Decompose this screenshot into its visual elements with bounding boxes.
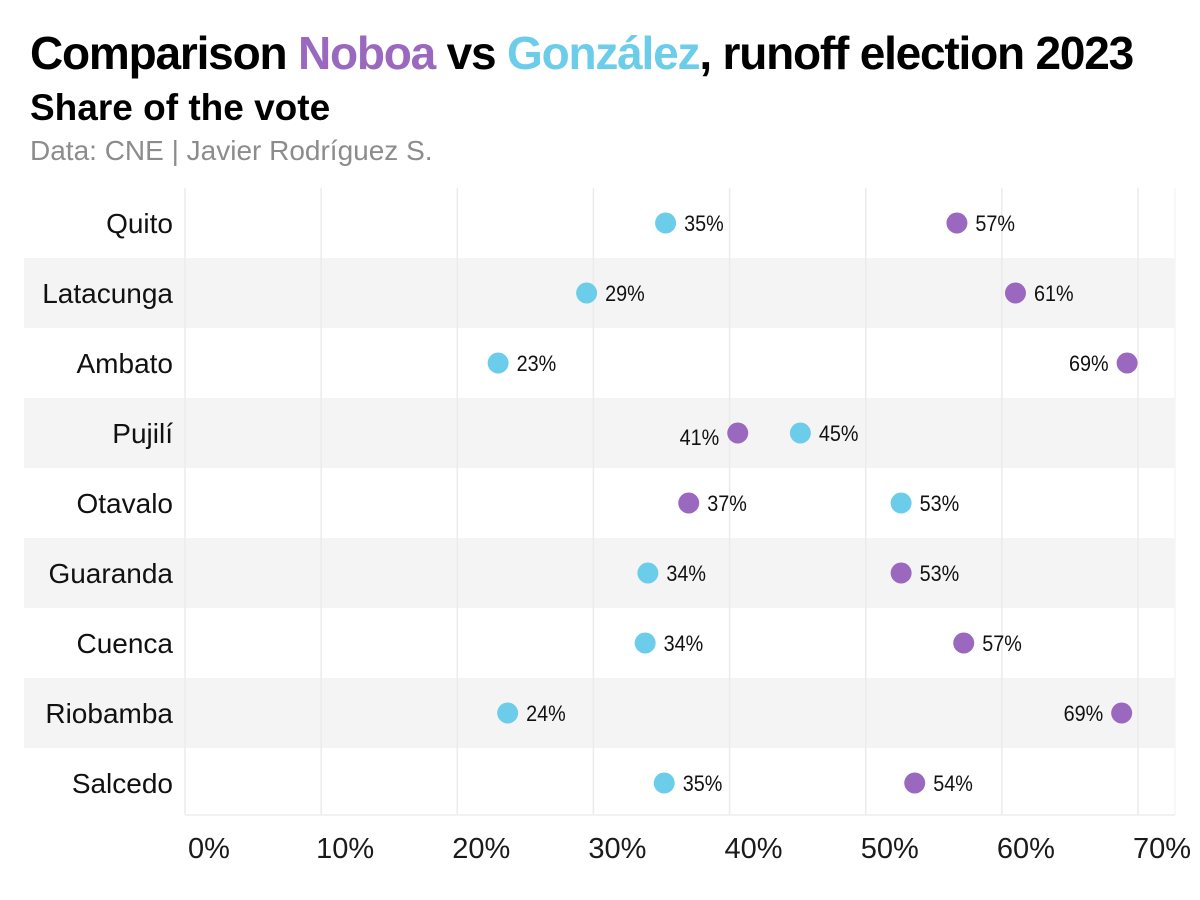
dot-noboa bbox=[678, 492, 700, 514]
data-label-noboa: 53% bbox=[920, 562, 960, 586]
x-tick-label: 70% bbox=[1133, 833, 1191, 865]
dot-gonzalez bbox=[497, 702, 519, 724]
row-label: Latacunga bbox=[42, 278, 173, 309]
title-prefix: Comparison bbox=[30, 27, 298, 79]
data-label-noboa: 57% bbox=[982, 632, 1022, 656]
dot-gonzalez bbox=[655, 212, 677, 234]
data-label-gonzalez: 34% bbox=[666, 562, 706, 586]
row-band bbox=[24, 258, 1175, 328]
data-label-gonzalez: 35% bbox=[684, 212, 724, 236]
dot-gonzalez bbox=[789, 422, 811, 444]
row-label: Salcedo bbox=[72, 768, 173, 799]
title-noboa: Noboa bbox=[297, 27, 436, 79]
row-band bbox=[24, 538, 1175, 608]
row-band bbox=[24, 398, 1175, 468]
title-suffix: , runoff election 2023 bbox=[699, 27, 1134, 79]
x-tick-label: 10% bbox=[316, 833, 374, 865]
row-label: Pujilí bbox=[112, 418, 173, 449]
dot-noboa bbox=[953, 632, 975, 654]
data-label-noboa: 69% bbox=[1064, 702, 1104, 726]
dot-gonzalez bbox=[487, 352, 509, 374]
data-label-gonzalez: 53% bbox=[920, 492, 960, 516]
row-label: Ambato bbox=[77, 348, 174, 379]
title-gonzalez: González bbox=[507, 27, 701, 79]
chart-title: Comparison Noboa vs González, runoff ele… bbox=[30, 27, 1134, 79]
data-label-noboa: 61% bbox=[1034, 282, 1074, 306]
data-label-noboa: 57% bbox=[975, 212, 1015, 236]
row-label: Otavalo bbox=[77, 488, 174, 519]
x-tick-label: 60% bbox=[997, 833, 1055, 865]
data-label-gonzalez: 24% bbox=[526, 702, 566, 726]
dot-noboa bbox=[890, 562, 912, 584]
row-label: Riobamba bbox=[45, 698, 173, 729]
x-tick-label: 20% bbox=[452, 833, 510, 865]
data-label-gonzalez: 34% bbox=[664, 632, 704, 656]
dot-gonzalez bbox=[890, 492, 912, 514]
dot-gonzalez bbox=[576, 282, 598, 304]
data-label-noboa: 54% bbox=[933, 772, 973, 796]
x-tick-label: 30% bbox=[588, 833, 646, 865]
row-label: Guaranda bbox=[48, 558, 173, 589]
dot-noboa bbox=[1004, 282, 1026, 304]
x-tick-label: 40% bbox=[725, 833, 783, 865]
data-label-noboa: 69% bbox=[1069, 352, 1109, 376]
dot-gonzalez bbox=[634, 632, 656, 654]
dot-gonzalez bbox=[653, 772, 675, 794]
dot-noboa bbox=[1116, 352, 1138, 374]
title-vs: vs bbox=[435, 27, 507, 79]
dot-noboa bbox=[727, 422, 749, 444]
row-band bbox=[24, 678, 1175, 748]
chart-caption: Data: CNE | Javier Rodríguez S. bbox=[30, 135, 433, 166]
data-label-gonzalez: 29% bbox=[605, 282, 645, 306]
x-tick-label: 50% bbox=[861, 833, 919, 865]
dot-noboa bbox=[1111, 702, 1133, 724]
chart-subtitle: Share of the vote bbox=[30, 87, 331, 128]
data-label-noboa: 37% bbox=[707, 492, 747, 516]
dot-noboa bbox=[904, 772, 926, 794]
data-label-gonzalez: 35% bbox=[683, 772, 723, 796]
data-label-gonzalez: 45% bbox=[819, 422, 859, 446]
dot-gonzalez bbox=[637, 562, 659, 584]
x-tick-label: 0% bbox=[188, 833, 230, 865]
row-label: Quito bbox=[106, 208, 173, 239]
dot-noboa bbox=[946, 212, 968, 234]
data-label-gonzalez: 23% bbox=[517, 352, 557, 376]
data-label-noboa: 41% bbox=[680, 426, 720, 450]
row-label: Cuenca bbox=[76, 628, 173, 659]
